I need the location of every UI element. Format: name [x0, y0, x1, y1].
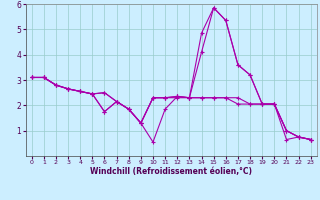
- X-axis label: Windchill (Refroidissement éolien,°C): Windchill (Refroidissement éolien,°C): [90, 167, 252, 176]
